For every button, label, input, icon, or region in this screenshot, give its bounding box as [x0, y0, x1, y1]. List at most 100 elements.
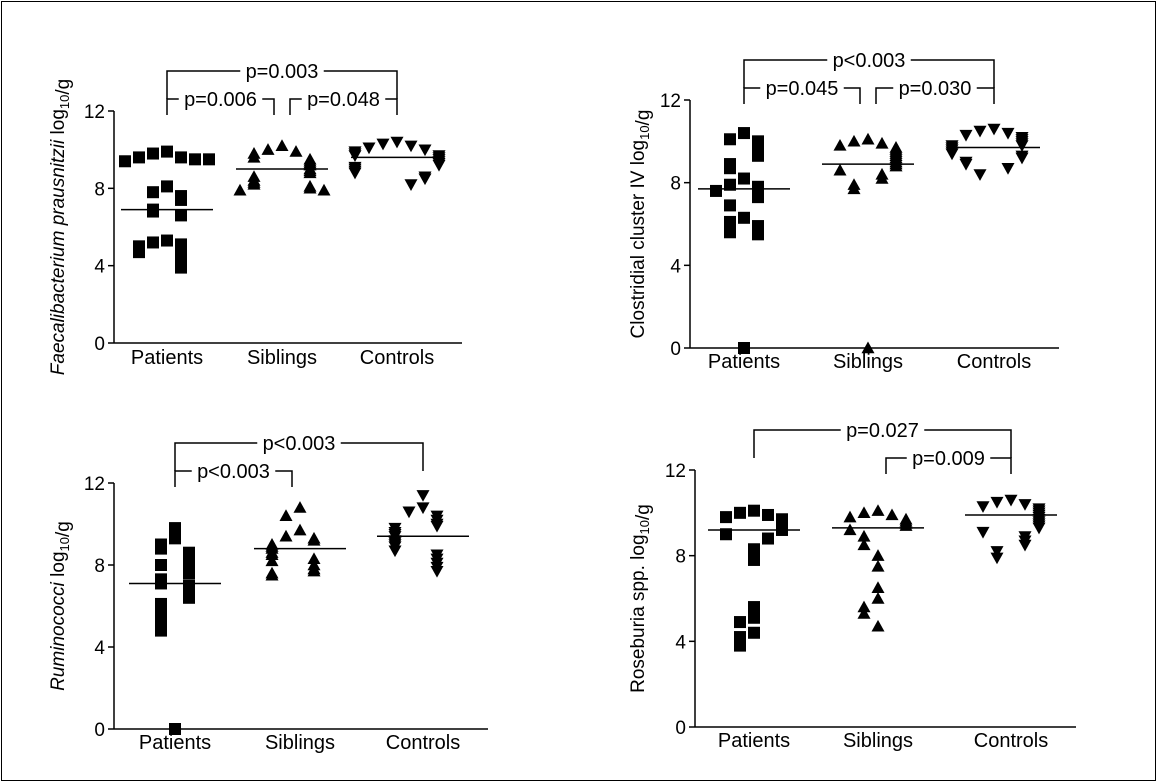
data-point — [1001, 127, 1015, 140]
data-point — [748, 504, 760, 517]
data-point — [275, 139, 289, 151]
data-point — [293, 523, 307, 536]
data-point — [175, 151, 187, 164]
y-axis-label: Faecalibacterium prausnitzii log10/g — [48, 79, 74, 375]
data-point — [857, 506, 871, 519]
data-point — [189, 153, 201, 166]
y-tick-label: 0 — [94, 334, 105, 355]
bracket-label-bg — [906, 446, 991, 470]
y-tick-label: 8 — [675, 547, 686, 568]
bracket-label-bg — [840, 418, 925, 442]
data-point — [857, 606, 871, 619]
bracket-label-bg — [240, 59, 324, 83]
data-point — [390, 136, 404, 149]
bracket-label-bg — [191, 459, 276, 483]
p-value-label: p=0.030 — [899, 78, 972, 100]
data-point — [976, 501, 990, 513]
p-value-label: p=0.045 — [766, 78, 839, 100]
data-point — [307, 552, 321, 565]
p-value-label: p<0.003 — [197, 461, 270, 483]
data-point — [307, 533, 321, 546]
data-point — [752, 228, 764, 241]
data-point — [748, 626, 760, 639]
y-axis-label-part: log — [48, 551, 69, 582]
data-point — [1018, 499, 1032, 511]
data-point — [279, 509, 293, 521]
data-point — [738, 127, 750, 140]
data-point — [175, 261, 187, 274]
data-point — [418, 144, 432, 157]
bracket-label-bg — [893, 76, 977, 100]
data-point — [973, 125, 987, 138]
y-axis-label-part: Roseburia spp. log — [628, 534, 649, 692]
data-point — [183, 567, 195, 580]
data-point — [871, 504, 885, 516]
y-axis-label-part: Faecalibacterium prausnitzii — [48, 139, 69, 375]
p-value-label: p=0.003 — [246, 61, 319, 83]
data-point — [843, 510, 857, 523]
y-axis-label-part: 10 — [637, 520, 652, 534]
data-point — [738, 172, 750, 185]
data-point — [871, 549, 885, 561]
y-axis-label: Ruminococci log10/g — [48, 521, 74, 691]
data-point — [720, 511, 732, 524]
y-tick-label: 0 — [675, 718, 686, 739]
bracket-label-bg — [301, 87, 386, 111]
bracket-label-bg — [257, 431, 341, 455]
data-point — [762, 508, 774, 521]
chart-panel-2: 0 4 8 12 Patients Siblings Controls Clostridial… — [628, 48, 1059, 373]
bracket-label-bg — [178, 87, 263, 111]
data-point — [748, 543, 760, 556]
data-point — [147, 186, 159, 199]
data-point — [724, 133, 736, 146]
chart-panel-1: 0 4 8 12 Patients Siblings Controls Faecalibact… — [48, 59, 462, 375]
x-tick-label: Controls — [360, 347, 434, 369]
data-point — [416, 502, 430, 515]
data-point — [990, 552, 1004, 565]
data-point — [147, 205, 159, 218]
y-axis-label: Clostridial cluster IV log10/g — [628, 110, 654, 339]
data-point — [147, 147, 159, 160]
x-tick-label: Patients — [708, 351, 780, 373]
data-point — [161, 234, 173, 247]
y-tick-label: 4 — [94, 257, 105, 278]
data-point — [155, 624, 167, 637]
y-tick-label: 4 — [670, 256, 681, 277]
y-tick-label: 4 — [675, 632, 686, 653]
data-point — [762, 532, 774, 545]
data-point — [724, 215, 736, 228]
data-point — [861, 341, 875, 354]
data-point — [169, 522, 181, 535]
y-tick-label: 0 — [94, 720, 105, 741]
data-point — [1001, 163, 1015, 175]
data-point — [871, 619, 885, 632]
y-tick-label: 12 — [84, 102, 105, 123]
data-point — [1004, 494, 1018, 507]
y-axis-label-part: Clostridial cluster IV log — [628, 140, 649, 339]
y-axis-label-part: Ruminococci — [48, 581, 69, 691]
bracket-label-bg — [760, 76, 844, 100]
data-point — [133, 246, 145, 259]
data-point — [889, 159, 903, 172]
y-axis-label-part: 10 — [637, 125, 652, 139]
data-point — [847, 134, 861, 147]
y-tick-label: 0 — [670, 339, 681, 360]
data-point — [175, 238, 187, 251]
x-tick-label: Siblings — [265, 732, 335, 754]
data-point — [430, 520, 444, 533]
data-point — [710, 184, 722, 197]
data-point — [973, 169, 987, 181]
p-value-label: p<0.003 — [263, 433, 336, 455]
data-point — [402, 506, 416, 519]
data-point — [348, 167, 362, 180]
x-tick-label: Controls — [386, 732, 460, 754]
data-point — [293, 501, 307, 513]
p-value-label: p=0.048 — [307, 89, 380, 111]
data-point — [833, 138, 847, 151]
data-point — [990, 496, 1004, 509]
data-point — [155, 559, 167, 571]
x-tick-label: Patients — [131, 347, 203, 369]
data-point — [169, 532, 181, 545]
data-point — [317, 183, 331, 196]
